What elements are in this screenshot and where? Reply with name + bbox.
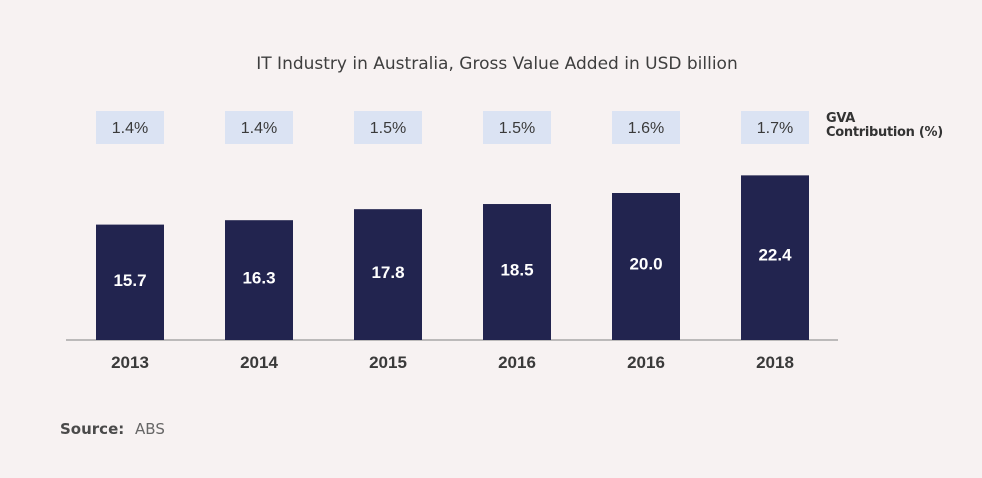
bar bbox=[354, 209, 422, 340]
gva-value-label: 1.6% bbox=[628, 120, 664, 137]
bar-value-label: 16.3 bbox=[242, 269, 275, 288]
bar-value-label: 17.8 bbox=[371, 263, 404, 282]
bar bbox=[612, 193, 680, 340]
gva-value-label: 1.5% bbox=[370, 120, 406, 137]
bar bbox=[483, 204, 551, 340]
x-tick-label: 2014 bbox=[240, 353, 278, 372]
x-tick-label: 2016 bbox=[498, 353, 536, 372]
bar bbox=[225, 220, 293, 340]
gva-box bbox=[741, 111, 809, 144]
gva-label-line1: GVA bbox=[826, 111, 856, 126]
x-tick-label: 2013 bbox=[111, 353, 149, 372]
bar-value-label: 15.7 bbox=[113, 271, 146, 290]
bar-value-label: 18.5 bbox=[500, 260, 533, 279]
gva-box bbox=[354, 111, 422, 144]
gva-box bbox=[96, 111, 164, 144]
gva-value-label: 1.4% bbox=[112, 120, 148, 137]
source-value: ABS bbox=[135, 420, 165, 438]
gva-box bbox=[612, 111, 680, 144]
gva-value-label: 1.7% bbox=[757, 120, 793, 137]
bar-value-label: 22.4 bbox=[758, 245, 792, 264]
gva-box bbox=[225, 111, 293, 144]
x-tick-label: 2015 bbox=[369, 353, 407, 372]
bar bbox=[741, 175, 809, 340]
x-tick-label: 2016 bbox=[627, 353, 665, 372]
gva-value-label: 1.4% bbox=[241, 120, 277, 137]
chart-title: IT Industry in Australia, Gross Value Ad… bbox=[256, 54, 738, 74]
gva-value-label: 1.5% bbox=[499, 120, 535, 137]
source-note: Source: ABS bbox=[60, 420, 165, 438]
source-label: Source: bbox=[60, 420, 125, 438]
x-tick-label: 2018 bbox=[756, 353, 794, 372]
bar bbox=[96, 224, 164, 340]
gva-label-line2: Contribution (%) bbox=[826, 125, 943, 140]
gva-legend-label: GVA Contribution (%) bbox=[826, 112, 943, 140]
bar-value-label: 20.0 bbox=[629, 255, 662, 274]
gva-box bbox=[483, 111, 551, 144]
